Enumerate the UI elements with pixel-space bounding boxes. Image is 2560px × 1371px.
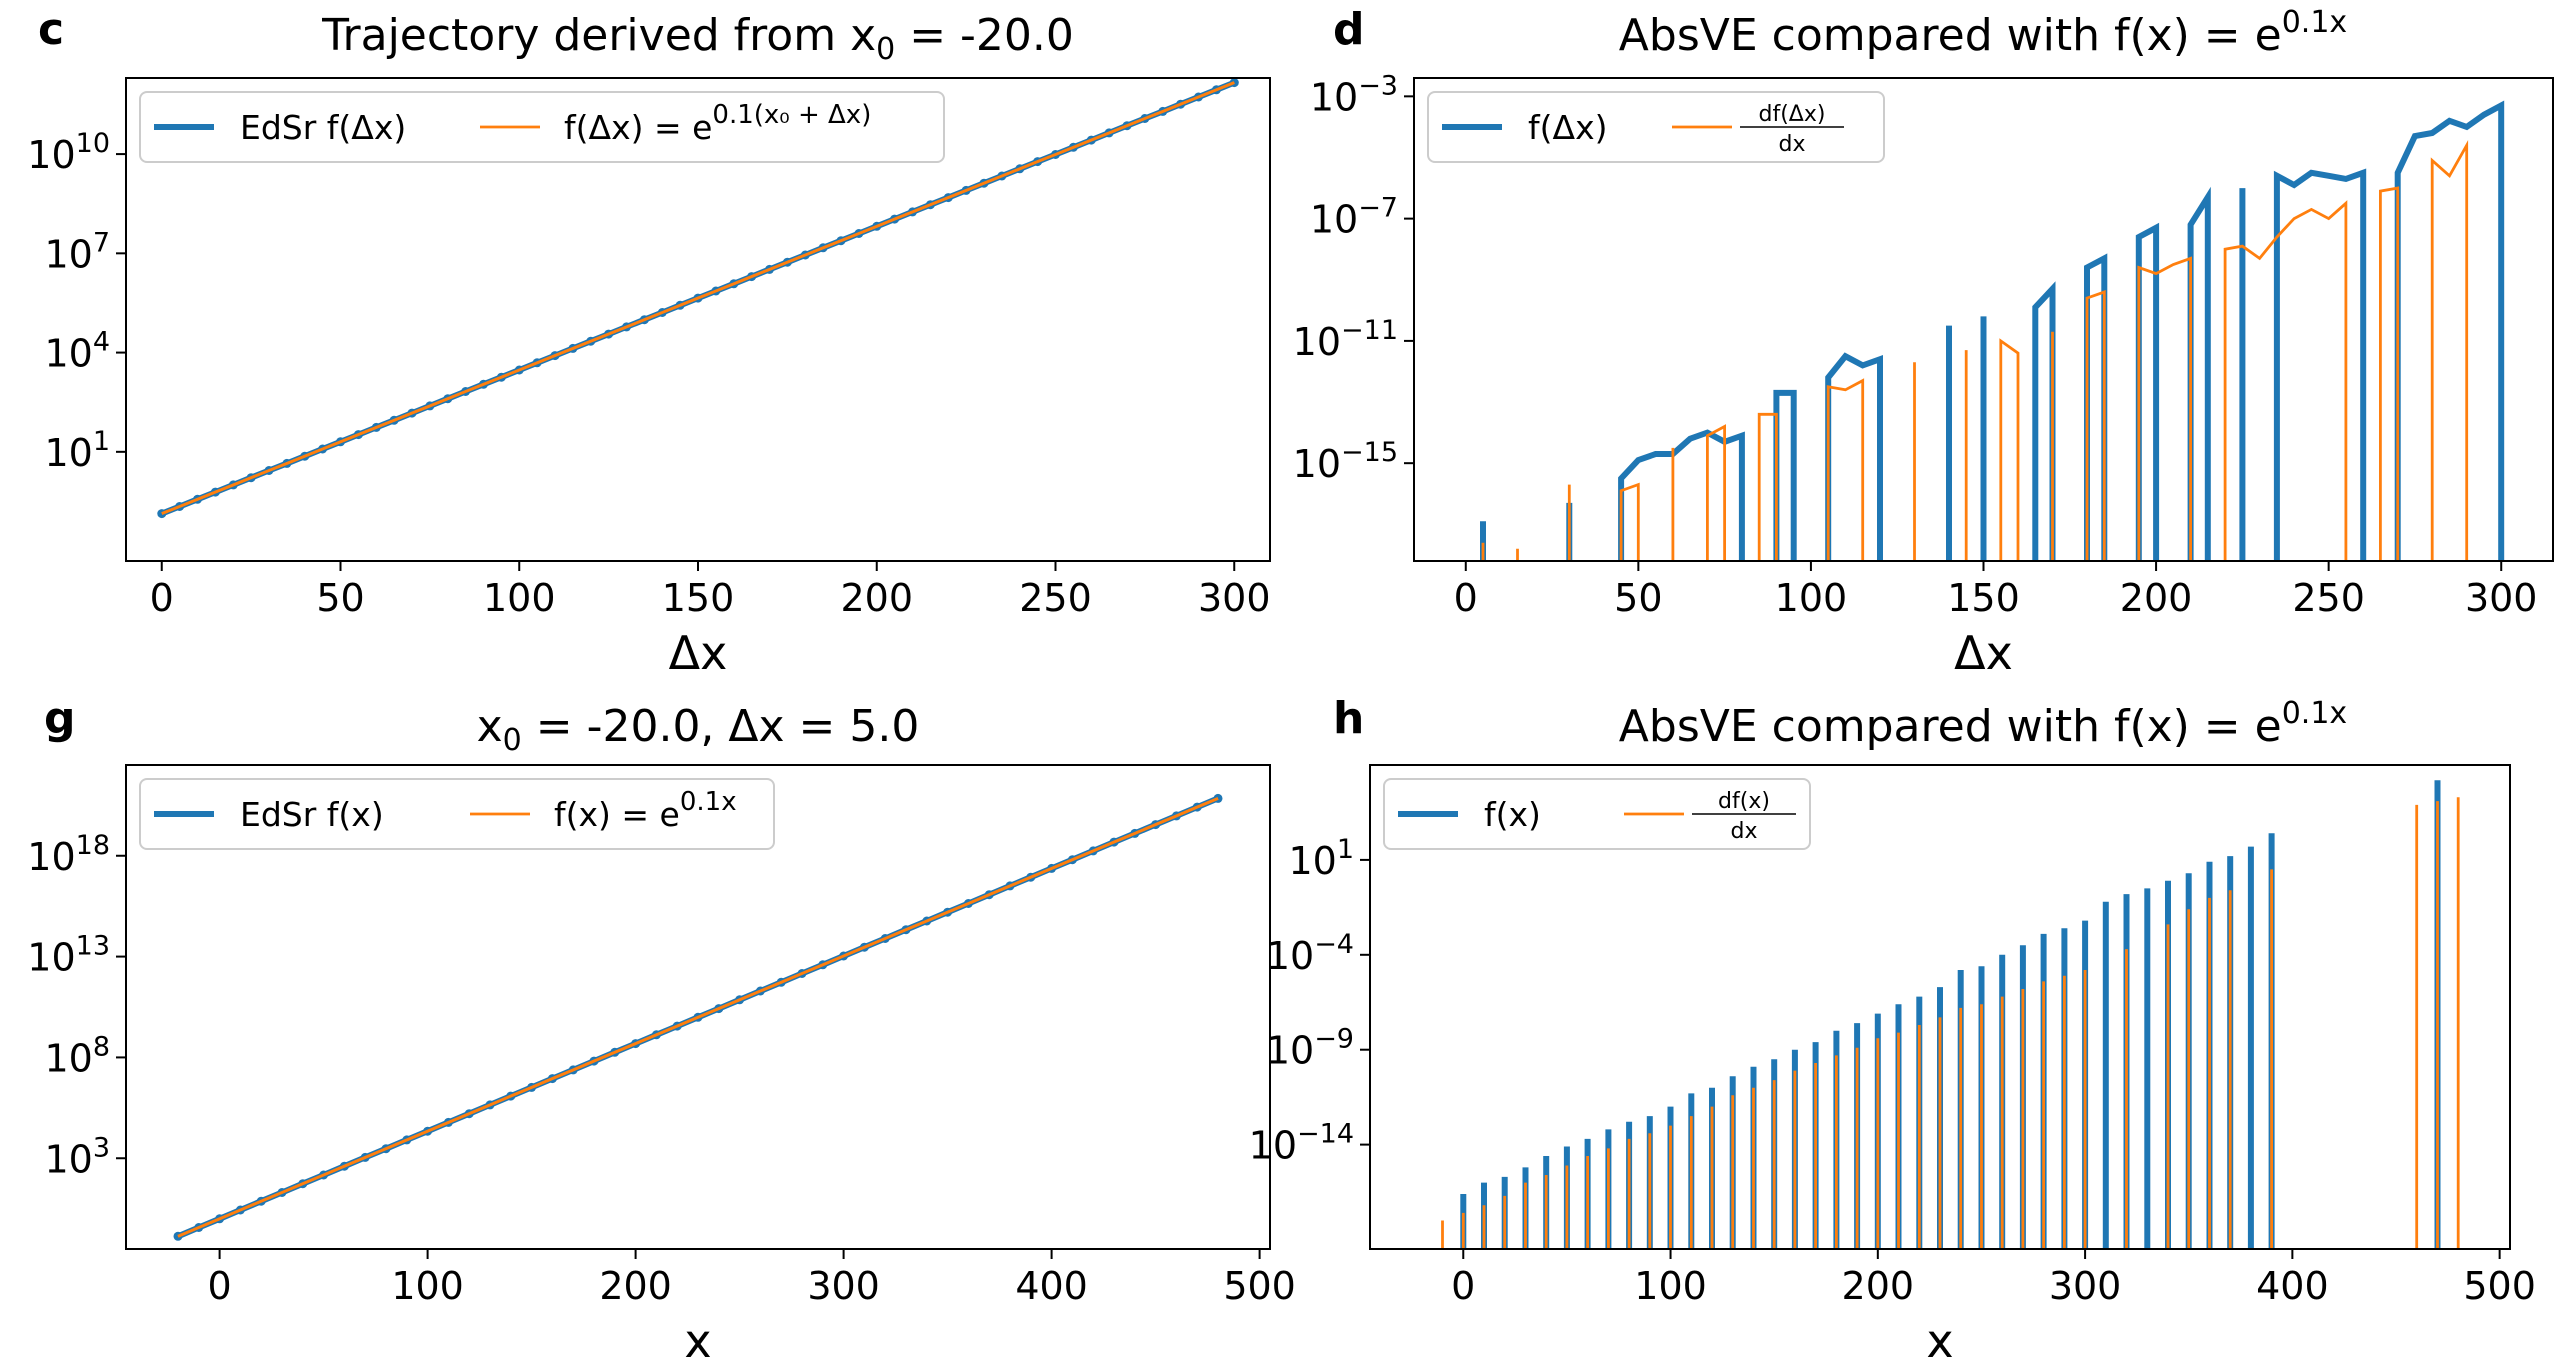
- chart-panel-h: h AbsVE compared with f(x) = e0.1x 0 100 200…: [1249, 693, 2536, 1368]
- x-tick-label: 100: [483, 576, 556, 620]
- y-tick-label: 101: [1288, 834, 1354, 883]
- legend-box: [139, 91, 945, 163]
- series-line-overlay: [177, 797, 1219, 1238]
- chart-panel-g: g x0 = -20.0, Δx = 5.0 0 100 200 300 400 500 103…: [27, 693, 1296, 1368]
- y-tick-label: 10−11: [1293, 315, 1398, 364]
- x-tick-label: 250: [2292, 576, 2365, 620]
- x-tick-label: 0: [1454, 576, 1478, 620]
- y-tick-label: 104: [44, 327, 110, 376]
- x-axis-label: x: [1926, 1314, 1953, 1368]
- y-tick-label: 101: [44, 426, 110, 475]
- chart-title: AbsVE compared with f(x) = e0.1x: [1619, 696, 2347, 752]
- x-tick-label: 100: [391, 1264, 464, 1308]
- x-tick-label: 200: [599, 1264, 672, 1308]
- legend: EdSr f(x) f(x) = e0.1x: [139, 778, 775, 850]
- legend-label-1-den: dx: [1779, 132, 1806, 157]
- x-tick-label: 300: [2049, 1264, 2122, 1308]
- y-tick-label: 1018: [27, 830, 110, 879]
- x-tick-label: 0: [150, 576, 174, 620]
- x-tick-label: 150: [1947, 576, 2020, 620]
- x-tick-label: 400: [2256, 1264, 2329, 1308]
- legend-box: [1383, 778, 1811, 850]
- legend-label-1: f(x) = e0.1x: [554, 787, 737, 834]
- chart-panel-c: c Trajectory derived from x0 = -20.0 0 50 10…: [27, 4, 1271, 680]
- y-tick-label: 107: [44, 227, 110, 276]
- x-tick-label: 150: [662, 576, 735, 620]
- x-tick-label: 400: [1015, 1264, 1088, 1308]
- plot-area: [157, 78, 1239, 519]
- x-tick-label: 100: [1634, 1264, 1707, 1308]
- legend-label-1-den: dx: [1731, 819, 1758, 844]
- y-tick-label: 108: [44, 1031, 110, 1080]
- legend-label-1: f(Δx) = e0.1(x₀ + Δx): [564, 100, 871, 147]
- x-tick-label: 200: [840, 576, 913, 620]
- x-tick-label: 500: [2463, 1264, 2536, 1308]
- legend-label-1-num: df(x): [1718, 789, 1770, 814]
- y-tick-label: 103: [44, 1132, 110, 1181]
- chart-title: x0 = -20.0, Δx = 5.0: [477, 701, 920, 758]
- y-tick-label: 1013: [27, 931, 110, 980]
- chart-title: Trajectory derived from x0 = -20.0: [321, 10, 1074, 67]
- x-tick-label: 300: [1198, 576, 1271, 620]
- legend-label-0: EdSr f(Δx): [240, 108, 406, 147]
- x-tick-label: 50: [316, 576, 364, 620]
- x-axis-label: x: [684, 1314, 711, 1368]
- series-line-0: [1480, 100, 2505, 561]
- y-tick-label: 10−3: [1310, 70, 1398, 119]
- x-tick-label: 300: [807, 1264, 880, 1308]
- legend: EdSr f(Δx) f(Δx) = e0.1(x₀ + Δx): [139, 91, 945, 163]
- series-line-0: [1460, 780, 2441, 1249]
- plot-area: [173, 793, 1223, 1241]
- x-tick-label: 0: [1451, 1264, 1475, 1308]
- chart-title: AbsVE compared with f(x) = e0.1x: [1619, 5, 2347, 61]
- x-tick-label: 0: [208, 1264, 232, 1308]
- chart-panel-d: d AbsVE compared with f(x) = e0.1x 0 50 100 1…: [1293, 4, 2554, 680]
- panel-letter: d: [1333, 4, 1365, 55]
- plot-area: [1441, 780, 2460, 1249]
- x-tick-label: 300: [2465, 576, 2538, 620]
- x-tick-label: 200: [2120, 576, 2193, 620]
- panel-letter: c: [38, 4, 64, 55]
- y-tick-label: 10−9: [1266, 1024, 1354, 1073]
- x-tick-label: 100: [1775, 576, 1848, 620]
- panel-letter: h: [1333, 693, 1364, 744]
- series-line-overlay: [161, 81, 1235, 515]
- panel-letter: g: [44, 693, 76, 744]
- y-tick-label: 10−15: [1293, 437, 1398, 486]
- legend-label-0: f(x): [1484, 795, 1541, 834]
- legend: f(x) df(x) dx: [1383, 778, 1811, 850]
- y-tick-label: 1010: [27, 128, 110, 177]
- legend: f(Δx) df(Δx) dx: [1427, 91, 1885, 163]
- legend-label-1-num: df(Δx): [1759, 102, 1826, 127]
- legend-label-0: f(Δx): [1528, 108, 1607, 147]
- series-line-1: [1481, 139, 2469, 561]
- y-tick-label: 10−7: [1310, 193, 1398, 242]
- x-axis-label: Δx: [1954, 626, 2013, 680]
- x-tick-label: 200: [1842, 1264, 1915, 1308]
- x-tick-label: 50: [1614, 576, 1662, 620]
- x-tick-label: 250: [1019, 576, 1092, 620]
- legend-box: [1427, 91, 1885, 163]
- series-line-1: [1441, 797, 2460, 1249]
- legend-box: [139, 778, 775, 850]
- x-tick-label: 500: [1223, 1264, 1296, 1308]
- y-tick-label: 10−14: [1249, 1119, 1354, 1168]
- axes-frame: [1369, 764, 2511, 1250]
- legend-label-0: EdSr f(x): [240, 795, 384, 834]
- axes-frame: [125, 764, 1271, 1250]
- plot-area: [1480, 100, 2505, 561]
- y-tick-label: 10−4: [1266, 929, 1354, 978]
- x-axis-label: Δx: [669, 626, 728, 680]
